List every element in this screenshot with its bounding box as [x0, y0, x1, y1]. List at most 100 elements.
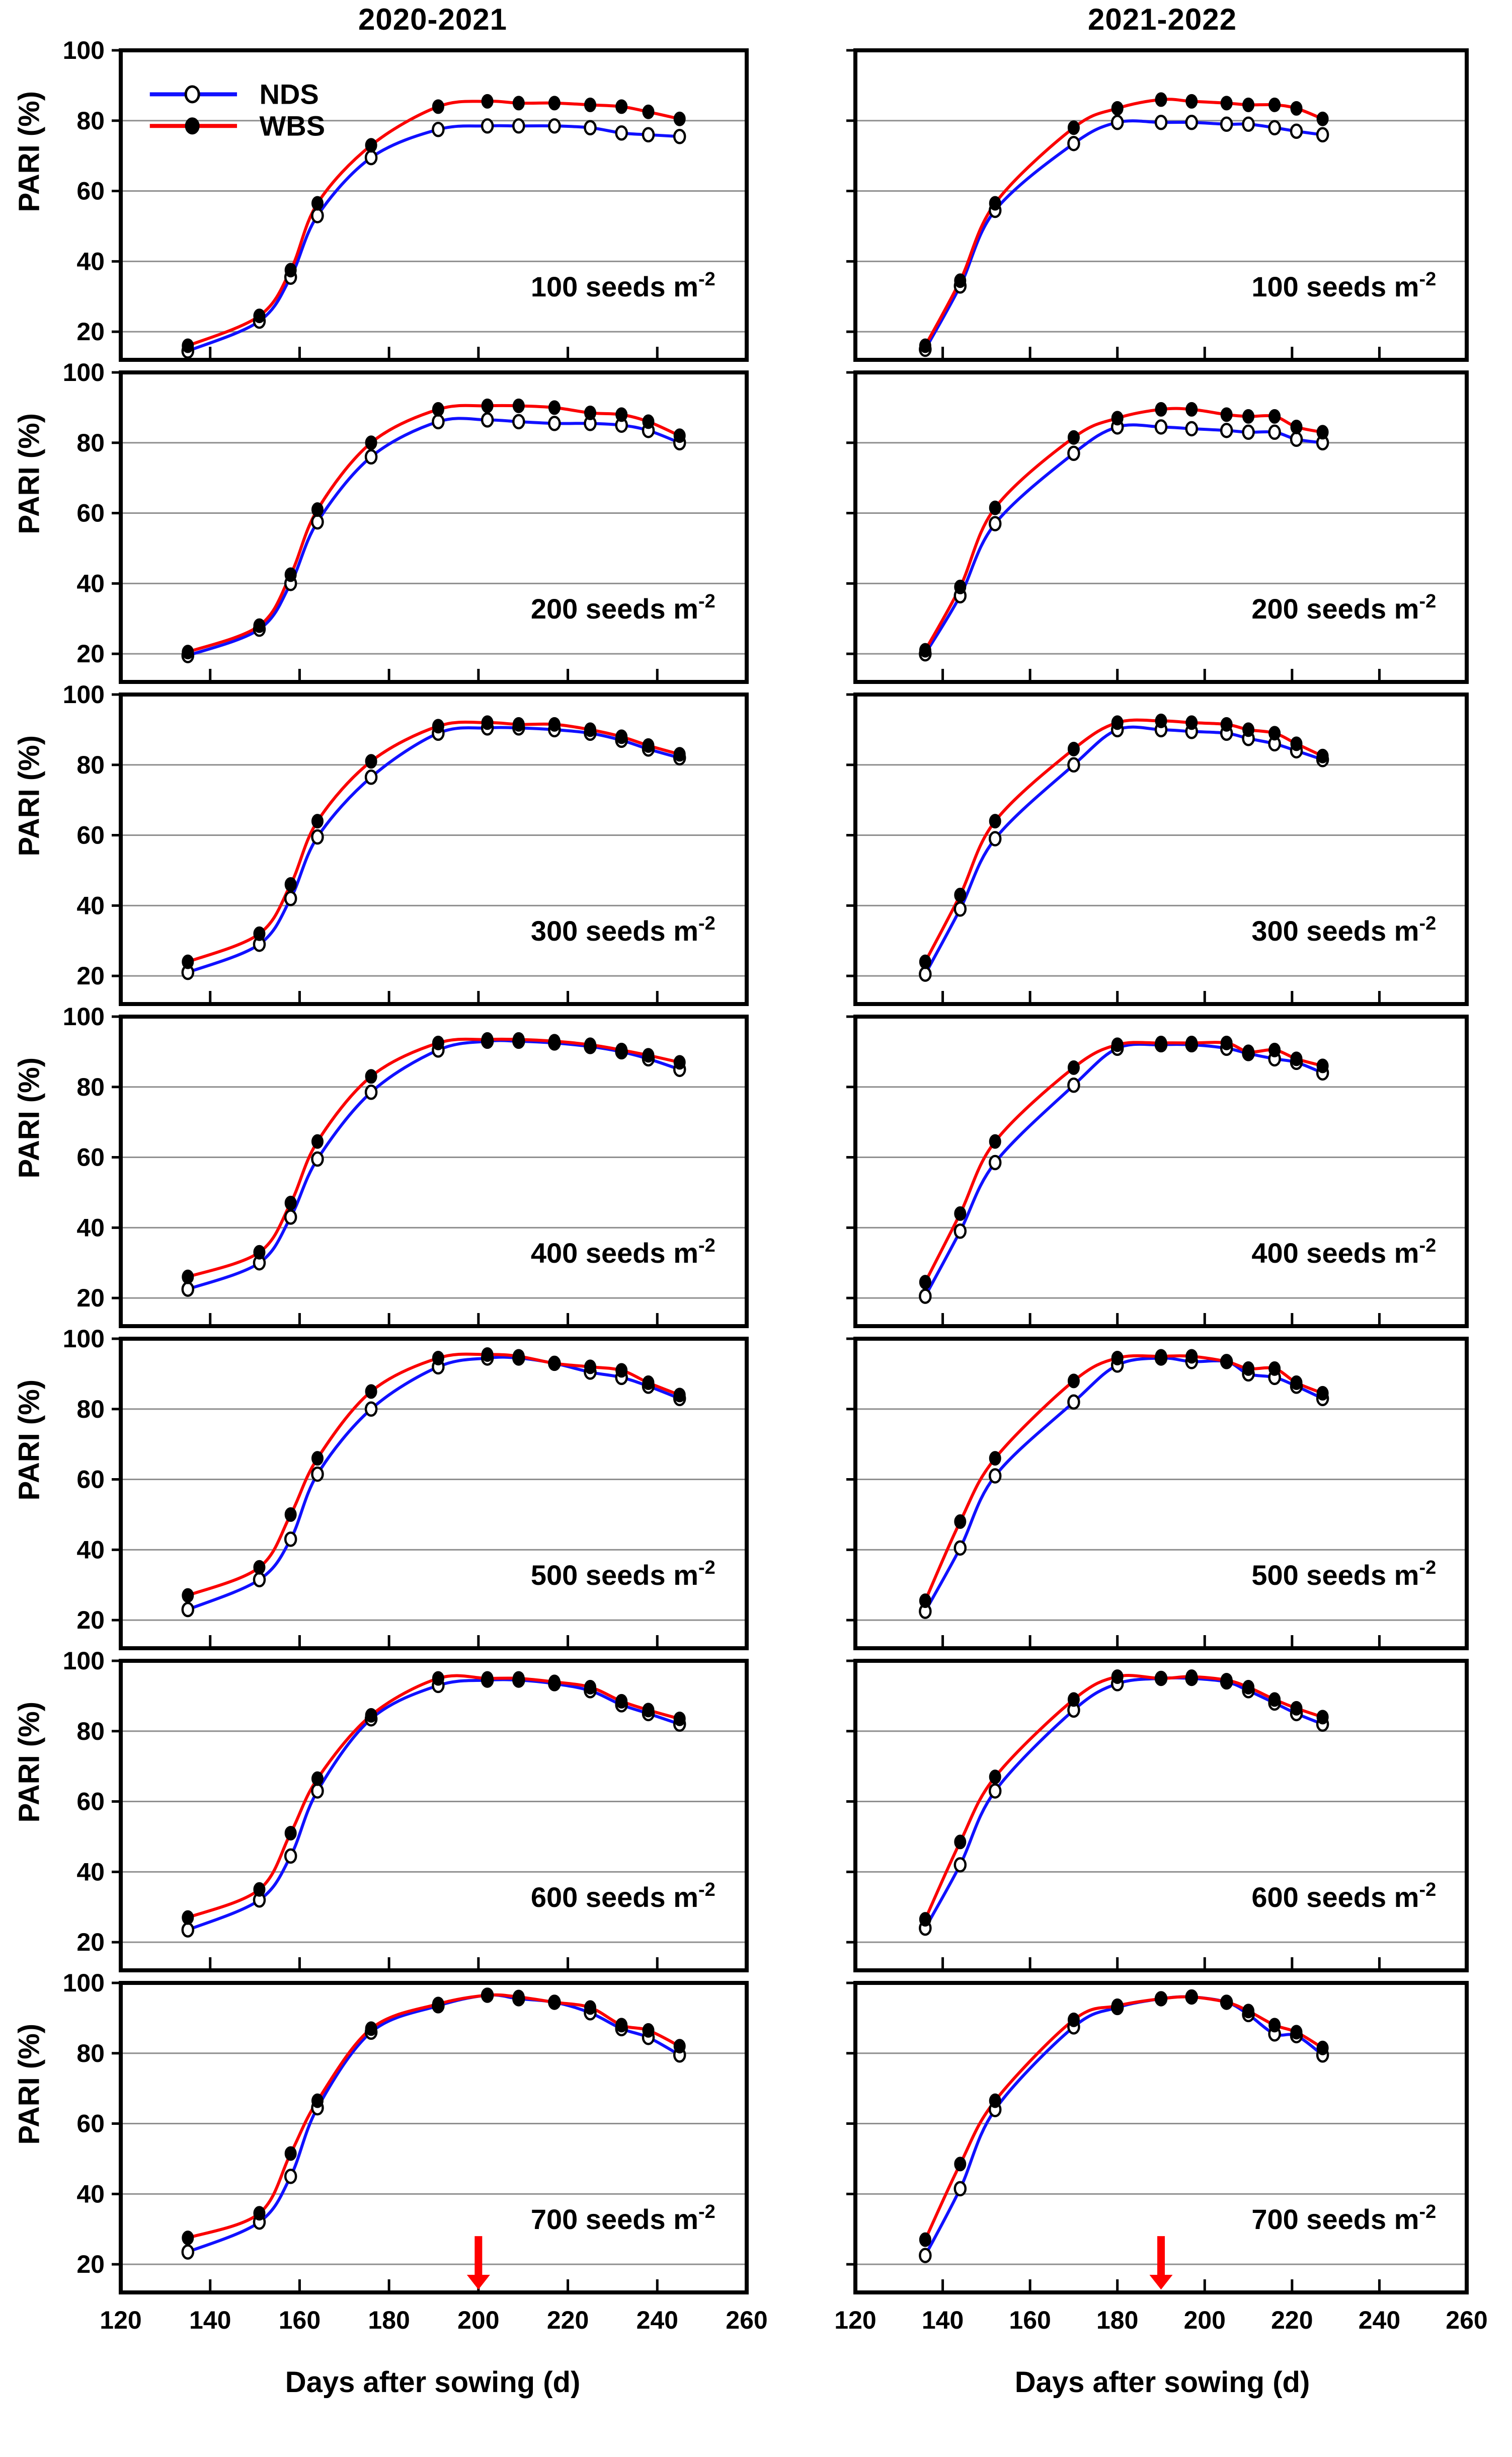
marker-nds: [953, 2181, 967, 2197]
marker-wbs: [1155, 1349, 1167, 1364]
x-axis-label: Days after sowing (d): [1014, 2366, 1310, 2399]
seeds-density-label: 700 seeds m-2: [1251, 2201, 1436, 2235]
marker-wbs: [642, 414, 655, 429]
marker-wbs: [1185, 402, 1198, 417]
seeds-density-label: 300 seeds m-2: [531, 913, 715, 947]
plot-frame: [119, 1981, 749, 2294]
marker-wbs: [1268, 1361, 1281, 1376]
marker-wbs: [253, 1560, 266, 1575]
marker-nds: [953, 1540, 967, 1556]
marker-wbs: [512, 1032, 525, 1047]
marker-wbs: [365, 1708, 377, 1723]
marker-wbs: [642, 1703, 655, 1718]
plot-frame: [119, 1337, 749, 1650]
y-tick-label: 60: [76, 2110, 105, 2138]
marker-nds: [1290, 123, 1303, 139]
y-tick-label: 100: [63, 1003, 105, 1031]
marker-wbs: [432, 402, 444, 417]
marker-nds: [512, 414, 525, 430]
marker-nds: [953, 1223, 967, 1239]
marker-wbs: [1316, 1710, 1329, 1725]
plot-frame: [119, 370, 749, 684]
marker-wbs: [1316, 1386, 1329, 1401]
plot-frame: [853, 48, 1469, 362]
marker-wbs: [673, 1711, 686, 1726]
marker-wbs: [253, 1245, 266, 1260]
plot-panel-400-seeds-2020-2021: 20 40 60 80 100 400 seeds m-2: [63, 1003, 749, 1328]
x-tick-label: 220: [1271, 2306, 1313, 2334]
marker-wbs: [919, 1275, 931, 1290]
marker-wbs: [1111, 1669, 1124, 1684]
plot-panel-300-seeds-2020-2021: 20 40 60 80 100 300 seeds m-2: [63, 680, 749, 1006]
marker-wbs: [954, 579, 967, 594]
x-axis-label: Days after sowing (d): [285, 2366, 581, 2399]
plot-frame: [853, 1981, 1469, 2294]
marker-nds: [988, 831, 1002, 847]
marker-nds: [988, 1155, 1002, 1171]
marker-wbs: [642, 738, 655, 753]
marker-nds: [1316, 127, 1329, 142]
marker-wbs: [548, 1034, 561, 1049]
marker-wbs: [1067, 430, 1080, 445]
x-tick-label: 240: [636, 2306, 678, 2334]
y-axis-label: PARI (%): [13, 735, 46, 857]
plot-panel-200-seeds-2020-2021: 20 40 60 80 100 200 seeds m-2: [63, 358, 749, 684]
marker-wbs: [548, 1674, 561, 1690]
marker-wbs: [311, 2093, 324, 2108]
marker-nds: [311, 514, 324, 530]
plot-panel-600-seeds-2021-2022: 600 seeds m-2: [846, 1659, 1469, 1972]
y-tick-label: 40: [76, 247, 105, 275]
marker-nds: [481, 412, 494, 428]
marker-nds: [988, 516, 1002, 531]
marker-nds: [953, 1857, 967, 1873]
marker-nds: [1268, 424, 1281, 440]
marker-wbs: [481, 1987, 494, 2003]
marker-wbs: [432, 719, 444, 734]
marker-wbs: [311, 502, 324, 517]
marker-wbs: [919, 643, 931, 658]
marker-wbs: [1242, 722, 1255, 737]
marker-nds: [311, 1151, 324, 1167]
y-tick-label: 100: [63, 1969, 105, 1997]
marker-wbs: [989, 814, 1001, 829]
marker-wbs: [584, 1359, 596, 1374]
plot-panel-700-seeds-2021-2022: 120 140 160 180 200 220 240 260 700 seeds m-2: [834, 1981, 1488, 2334]
marker-wbs: [253, 1882, 266, 1897]
red-arrow-icon: [1149, 2236, 1173, 2290]
marker-wbs: [512, 1349, 525, 1364]
y-tick-label: 80: [76, 1717, 105, 1745]
marker-wbs: [1185, 1669, 1198, 1684]
y-tick-label: 60: [76, 499, 105, 527]
marker-wbs: [642, 1048, 655, 1063]
marker-wbs: [481, 1347, 494, 1362]
marker-nds: [364, 449, 378, 465]
marker-nds: [673, 128, 686, 144]
marker-wbs: [311, 1451, 324, 1466]
seeds-density-label: 400 seeds m-2: [1251, 1235, 1436, 1269]
marker-wbs: [954, 2157, 967, 2172]
x-tick-label: 140: [922, 2306, 964, 2334]
marker-nds: [311, 1466, 324, 1482]
legend-marker-open-circle-icon: [184, 85, 200, 104]
plot-frame: [853, 1015, 1469, 1328]
marker-nds: [548, 416, 561, 431]
marker-wbs: [432, 1671, 444, 1686]
y-tick-label: 20: [76, 640, 105, 668]
marker-wbs: [432, 99, 444, 114]
plot-frame: [119, 1659, 749, 1972]
marker-nds: [919, 2248, 932, 2263]
y-tick-label: 80: [76, 1395, 105, 1423]
x-tick-label: 200: [1184, 2306, 1226, 2334]
marker-wbs: [919, 338, 931, 353]
marker-wbs: [989, 196, 1001, 211]
marker-wbs: [432, 1350, 444, 1365]
y-tick-label: 80: [76, 1073, 105, 1101]
y-tick-label: 60: [76, 1466, 105, 1494]
marker-wbs: [182, 954, 194, 969]
y-tick-label: 40: [76, 2180, 105, 2208]
marker-wbs: [548, 96, 561, 111]
y-tick-label: 100: [63, 358, 105, 387]
marker-nds: [364, 1085, 378, 1100]
y-tick-label: 80: [76, 107, 105, 135]
y-tick-label: 60: [76, 177, 105, 205]
